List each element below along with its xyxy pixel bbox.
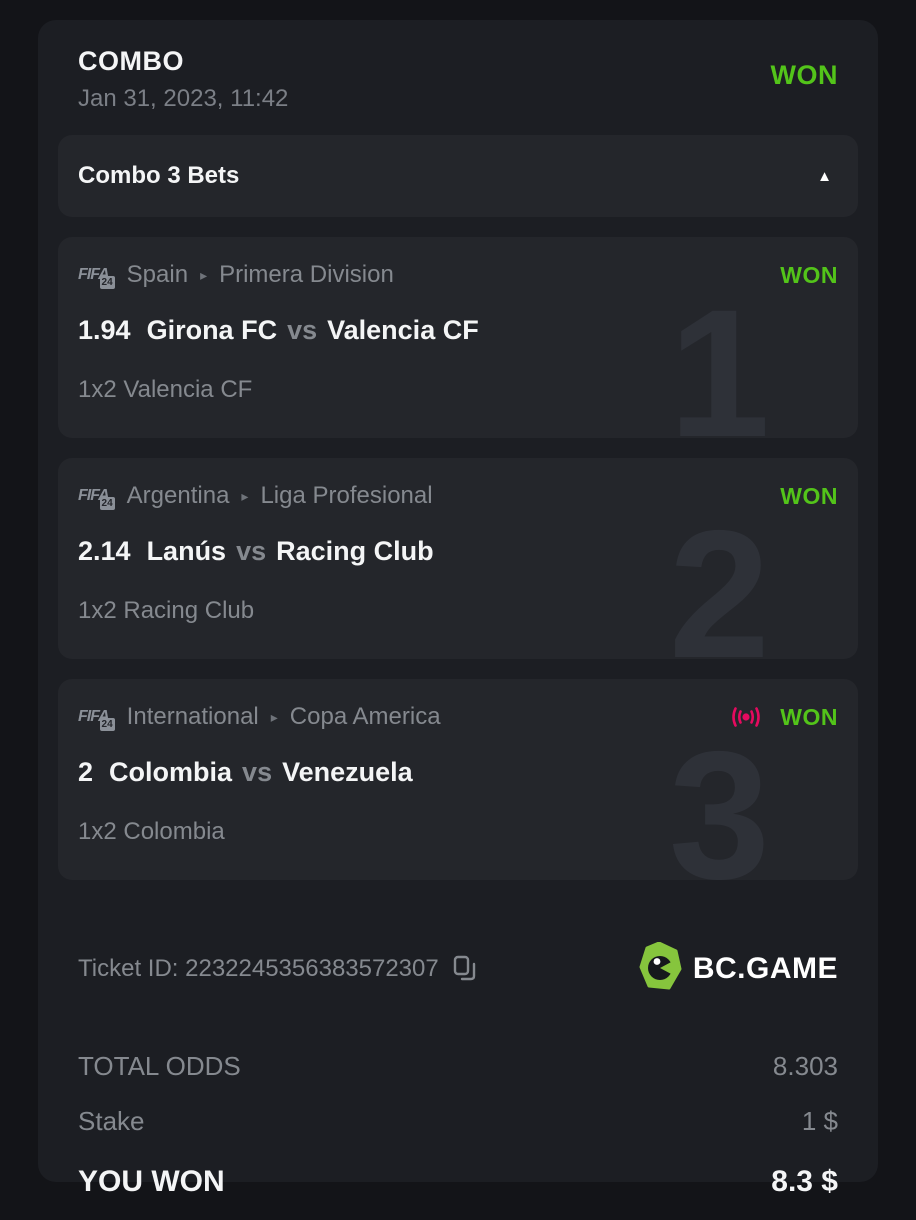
bcgame-logo: BC.GAME [639,941,838,995]
bet-top-row: FIFA 24 Argentina ▸ Liga Profesional WON [78,482,838,510]
bet-match-line: 2 Colombia vs Venezuela [78,757,838,788]
bet-league-breadcrumb: FIFA 24 Spain ▸ Primera Division [78,261,394,289]
bet-league-breadcrumb: FIFA 24 International ▸ Copa America [78,703,441,731]
bet-match-line: 1.94 Girona FC vs Valencia CF [78,315,838,346]
bet-status-badge: WON [780,482,838,509]
chevron-up-icon[interactable]: ▲ [817,167,832,185]
slip-date: Jan 31, 2023, 11:42 [78,85,289,112]
bet-home-team: Lanús [146,536,227,566]
bet-status-badge: WON [780,703,838,730]
vs-label: vs [242,757,273,787]
bet-market-pick: 1x2 Racing Club [78,597,255,624]
total-odds-row: TOTAL ODDS 8.303 [78,1051,838,1082]
breadcrumb-arrow-icon: ▸ [200,266,208,283]
total-odds-value: 8.303 [772,1051,838,1081]
totals-section: TOTAL ODDS 8.303 Stake 1 $ YOU WON 8.3 $ [78,1051,838,1199]
bet-top-row: FIFA 24 International ▸ Copa America [78,703,838,731]
breadcrumb-arrow-icon: ▸ [270,708,278,725]
fifa-icon-badge: 24 [99,497,115,510]
bet-away-team: Valencia CF [327,315,479,345]
bet-index-watermark: 3 [668,713,770,880]
status-badge: WON [770,60,838,90]
bet-card-1: FIFA 24 Spain ▸ Primera Division WON 1.9… [58,237,858,438]
ticket-id-group: Ticket ID: 2232245356383572307 [78,955,477,983]
bet-odds: 2 [78,757,94,787]
bet-league-name: Liga Profesional [260,482,433,509]
bet-index-watermark: 2 [668,492,770,659]
bet-home-team: Colombia [109,757,233,787]
stake-label: Stake [78,1106,145,1136]
breadcrumb-arrow-icon: ▸ [241,487,249,504]
you-won-row: YOU WON 8.3 $ [78,1165,838,1199]
vs-label: vs [287,315,318,345]
you-won-value: 8.3 $ [771,1165,838,1198]
bet-league-name: Copa America [289,703,441,730]
bet-odds: 1.94 [78,315,131,345]
bcgame-logo-text: BC.GAME [692,951,838,985]
bet-status-wrap: WON [730,704,838,731]
bet-country: International [126,703,259,730]
copy-icon[interactable] [453,955,477,983]
bet-slip-card: COMBO Jan 31, 2023, 11:42 WON Combo 3 Be… [38,20,878,1198]
bet-home-team: Girona FC [146,315,278,345]
bcgame-logo-icon [639,941,683,995]
stake-value: 1 $ [801,1106,838,1136]
live-broadcast-icon [730,704,762,730]
bet-status-badge: WON [780,261,838,288]
bet-country: Argentina [126,482,230,509]
slip-header: COMBO Jan 31, 2023, 11:42 WON [58,44,858,113]
bet-match-line: 2.14 Lanús vs Racing Club [78,536,838,567]
fifa24-sport-icon: FIFA 24 [78,266,115,289]
bet-league-breadcrumb: FIFA 24 Argentina ▸ Liga Profesional [78,482,433,510]
bet-card-3: FIFA 24 International ▸ Copa America [58,679,858,880]
you-won-label: YOU WON [78,1165,225,1198]
vs-label: vs [236,536,267,566]
bet-market-pick: 1x2 Valencia CF [78,376,253,403]
ticket-id-label: Ticket ID: 2232245356383572307 [78,954,439,982]
bet-status-wrap: WON [780,262,838,289]
fifa24-sport-icon: FIFA 24 [78,487,115,510]
bet-status-wrap: WON [780,483,838,510]
bet-market-pick: 1x2 Colombia [78,818,225,845]
bet-index-watermark: 1 [668,271,770,438]
fifa-icon-badge: 24 [99,276,115,289]
bet-away-team: Venezuela [282,757,413,787]
stake-row: Stake 1 $ [78,1106,838,1137]
bet-league-name: Primera Division [219,261,394,288]
fifa-icon-badge: 24 [99,718,115,731]
bet-away-team: Racing Club [276,536,434,566]
page-title: COMBO [78,46,184,76]
fifa24-sport-icon: FIFA 24 [78,708,115,731]
combo-bets-toggle[interactable]: Combo 3 Bets ▲ [58,135,858,217]
total-odds-label: TOTAL ODDS [78,1051,241,1081]
ticket-row: Ticket ID: 2232245356383572307 BC.GAME [78,941,838,995]
bet-odds: 2.14 [78,536,131,566]
bet-country: Spain [126,261,189,288]
bet-top-row: FIFA 24 Spain ▸ Primera Division WON [78,261,838,289]
combo-bets-label: Combo 3 Bets [78,162,240,189]
bet-card-2: FIFA 24 Argentina ▸ Liga Profesional WON… [58,458,858,659]
slip-header-left: COMBO Jan 31, 2023, 11:42 [78,46,288,113]
